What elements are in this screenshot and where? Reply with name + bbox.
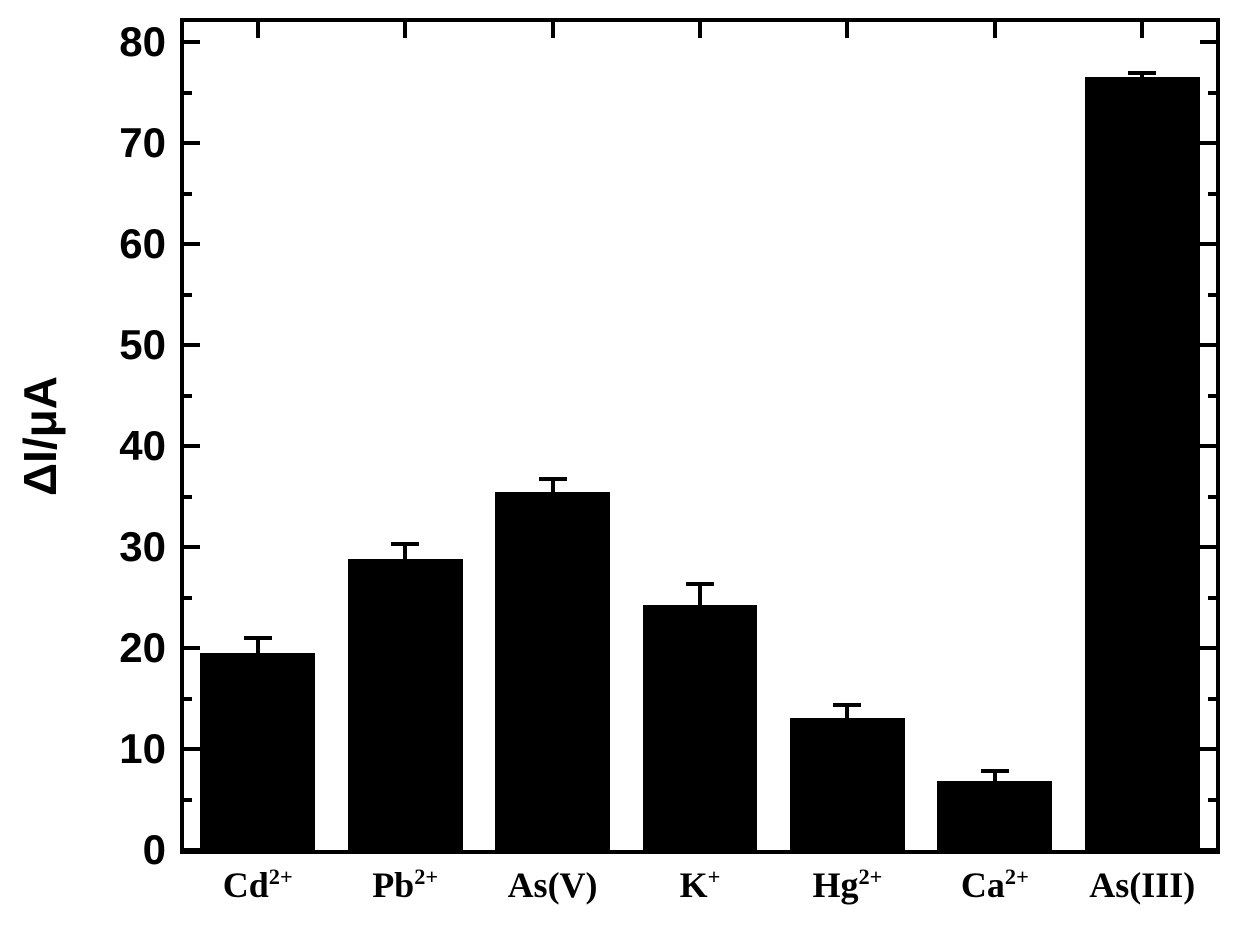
y-tick-label: 50 <box>0 321 166 369</box>
bar-chart: 01020304050607080ΔI/μACd2+Pb2+As(V)K+Hg2… <box>0 0 1240 936</box>
x-tick-label: Pb2+ <box>331 864 478 906</box>
y-minor-tick-right <box>1208 798 1216 802</box>
y-minor-tick <box>184 91 192 95</box>
x-tick-top <box>1140 22 1144 38</box>
x-tick <box>403 834 407 850</box>
y-minor-tick <box>184 495 192 499</box>
y-minor-tick-right <box>1208 596 1216 600</box>
x-tick <box>845 834 849 850</box>
y-tick-right <box>1200 646 1216 650</box>
y-tick <box>184 40 200 44</box>
x-tick <box>698 834 702 850</box>
y-minor-tick-right <box>1208 192 1216 196</box>
y-minor-tick <box>184 596 192 600</box>
y-minor-tick <box>184 192 192 196</box>
x-tick-top <box>698 22 702 38</box>
x-tick-top <box>551 22 555 38</box>
y-tick-label: 60 <box>0 220 166 268</box>
y-tick <box>184 545 200 549</box>
error-bar-cap <box>244 636 272 640</box>
y-tick-label: 70 <box>0 119 166 167</box>
y-tick-label: 20 <box>0 624 166 672</box>
y-tick-label: 80 <box>0 18 166 66</box>
y-minor-tick <box>184 697 192 701</box>
error-bar-cap <box>391 542 419 546</box>
y-tick-right <box>1200 444 1216 448</box>
y-minor-tick <box>184 394 192 398</box>
y-tick-right <box>1200 848 1216 852</box>
y-tick-label: 10 <box>0 725 166 773</box>
x-tick-top <box>993 22 997 38</box>
bar <box>200 653 315 850</box>
bar <box>1085 77 1200 850</box>
y-tick <box>184 747 200 751</box>
x-tick-top <box>403 22 407 38</box>
y-tick <box>184 848 200 852</box>
error-bar-stem <box>698 584 702 604</box>
y-tick <box>184 242 200 246</box>
bar <box>348 559 463 850</box>
x-tick-label: Ca2+ <box>921 864 1068 906</box>
y-tick <box>184 343 200 347</box>
y-minor-tick-right <box>1208 91 1216 95</box>
y-minor-tick <box>184 293 192 297</box>
y-minor-tick-right <box>1208 495 1216 499</box>
y-tick <box>184 141 200 145</box>
bar <box>643 605 758 850</box>
x-tick-label: Hg2+ <box>774 864 921 906</box>
y-minor-tick-right <box>1208 394 1216 398</box>
error-bar-cap <box>981 769 1009 773</box>
y-tick-label: 0 <box>0 826 166 874</box>
y-tick-right <box>1200 343 1216 347</box>
x-tick-top <box>256 22 260 38</box>
error-bar-stem <box>256 638 260 653</box>
y-minor-tick <box>184 798 192 802</box>
x-tick <box>551 834 555 850</box>
error-bar-cap <box>686 582 714 586</box>
error-bar-cap <box>833 703 861 707</box>
error-bar-cap <box>1128 71 1156 75</box>
x-tick-label: As(V) <box>479 864 626 906</box>
x-tick <box>256 834 260 850</box>
y-tick-right <box>1200 545 1216 549</box>
bar <box>495 492 610 850</box>
y-minor-tick-right <box>1208 293 1216 297</box>
y-minor-tick-right <box>1208 697 1216 701</box>
x-tick-label: K+ <box>626 864 773 906</box>
bar <box>790 718 905 850</box>
x-tick-label: Cd2+ <box>184 864 331 906</box>
x-tick <box>993 834 997 850</box>
right-axis <box>1216 18 1220 854</box>
y-axis-label: ΔI/μA <box>13 376 67 496</box>
y-tick-right <box>1200 242 1216 246</box>
x-tick-top <box>845 22 849 38</box>
x-axis <box>184 850 1216 854</box>
y-tick-right <box>1200 747 1216 751</box>
error-bar-stem <box>403 544 407 559</box>
y-tick <box>184 444 200 448</box>
y-tick-label: 30 <box>0 523 166 571</box>
y-tick-right <box>1200 141 1216 145</box>
x-tick-label: As(III) <box>1069 864 1216 906</box>
error-bar-cap <box>539 477 567 481</box>
y-tick-right <box>1200 40 1216 44</box>
y-tick <box>184 646 200 650</box>
x-tick <box>1140 834 1144 850</box>
